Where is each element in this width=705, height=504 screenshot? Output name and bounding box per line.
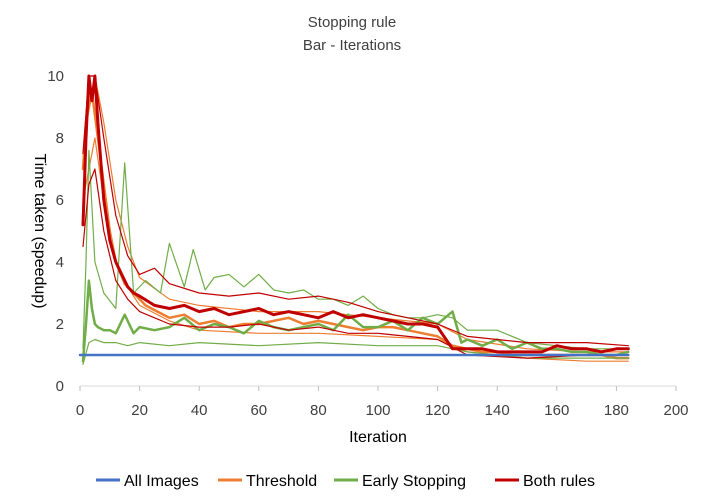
legend-label: Early Stopping bbox=[362, 473, 466, 490]
x-tick-label: 120 bbox=[425, 402, 450, 419]
y-tick-label: 2 bbox=[56, 316, 64, 333]
series-group bbox=[78, 74, 630, 365]
y-tick-label: 6 bbox=[56, 192, 64, 209]
x-tick-label: 20 bbox=[131, 402, 148, 419]
y-tick-label: 10 bbox=[47, 68, 64, 85]
x-tick-label: 60 bbox=[250, 402, 267, 419]
y-axis-ticks: 0 2 4 6 8 10 bbox=[47, 68, 64, 395]
series-line-early-stopping-upper bbox=[82, 149, 629, 350]
legend-label: All Images bbox=[124, 473, 199, 490]
x-tick-label: 180 bbox=[604, 402, 629, 419]
x-tick-label: 0 bbox=[76, 402, 84, 419]
series-line-both-rules-main bbox=[81, 74, 630, 354]
x-tick-label: 160 bbox=[544, 402, 569, 419]
x-tick-label: 100 bbox=[365, 402, 390, 419]
chart-title: Stopping rule bbox=[308, 14, 396, 31]
y-tick-label: 4 bbox=[56, 254, 64, 271]
chart-subtitle: Bar - Iterations bbox=[303, 37, 401, 54]
plot-area bbox=[78, 74, 676, 387]
series-line-early-stopping-main bbox=[81, 279, 630, 363]
y-tick-label: 0 bbox=[56, 378, 64, 395]
x-tick-label: 40 bbox=[191, 402, 208, 419]
x-tick-label: 80 bbox=[310, 402, 327, 419]
series-line-both-rules-lower bbox=[82, 168, 629, 359]
y-tick-label: 8 bbox=[56, 130, 64, 147]
x-tick-label: 200 bbox=[663, 402, 688, 419]
series-line-threshold-upper bbox=[82, 75, 629, 353]
x-axis-ticks: 0 20 40 60 80 100 120 140 160 180 200 bbox=[76, 386, 689, 419]
legend: All Images Threshold Early Stopping Both ru… bbox=[96, 473, 595, 490]
legend-label: Both rules bbox=[523, 473, 595, 490]
series-line-early-stopping-lower bbox=[82, 338, 629, 365]
x-axis-label: Iteration bbox=[349, 429, 407, 446]
series-line-both-rules-upper bbox=[82, 75, 629, 347]
x-tick-label: 140 bbox=[485, 402, 510, 419]
y-axis-label: Time taken (speedup) bbox=[31, 153, 48, 308]
legend-label: Threshold bbox=[246, 473, 317, 490]
